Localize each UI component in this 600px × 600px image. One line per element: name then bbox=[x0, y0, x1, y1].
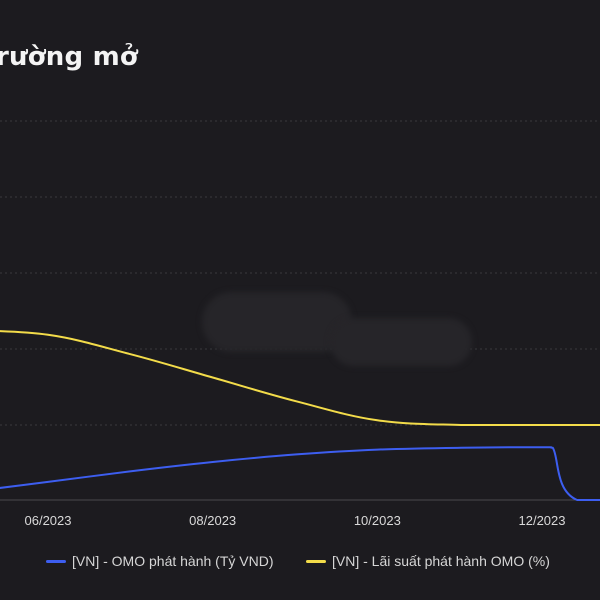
chart-legend: [VN] - OMO phát hành (Tỷ VND) [VN] - Lãi … bbox=[0, 553, 600, 575]
legend-swatch bbox=[306, 559, 326, 563]
blur-smudge bbox=[202, 292, 352, 352]
legend-item[interactable]: [VN] - OMO phát hành (Tỷ VND) bbox=[46, 553, 274, 569]
series-line-2 bbox=[0, 330, 600, 427]
legend-swatch bbox=[46, 559, 66, 563]
legend-label: [VN] - OMO phát hành (Tỷ VND) bbox=[72, 553, 274, 569]
x-tick-label: 06/2023 bbox=[25, 513, 72, 528]
x-tick-label: 12/2023 bbox=[519, 513, 566, 528]
x-tick-label: 10/2023 bbox=[354, 513, 401, 528]
legend-label: [VN] - Lãi suất phát hành OMO (%) bbox=[332, 553, 550, 569]
series-line-1 bbox=[0, 446, 600, 502]
chart-title: rường mở bbox=[0, 42, 138, 72]
blur-smudge bbox=[330, 318, 472, 366]
chart-plot: 06/2023 08/2023 10/2023 12/2023 bbox=[0, 120, 600, 528]
x-tick-label: 08/2023 bbox=[189, 513, 236, 528]
legend-item[interactable]: [VN] - Lãi suất phát hành OMO (%) bbox=[306, 553, 550, 569]
